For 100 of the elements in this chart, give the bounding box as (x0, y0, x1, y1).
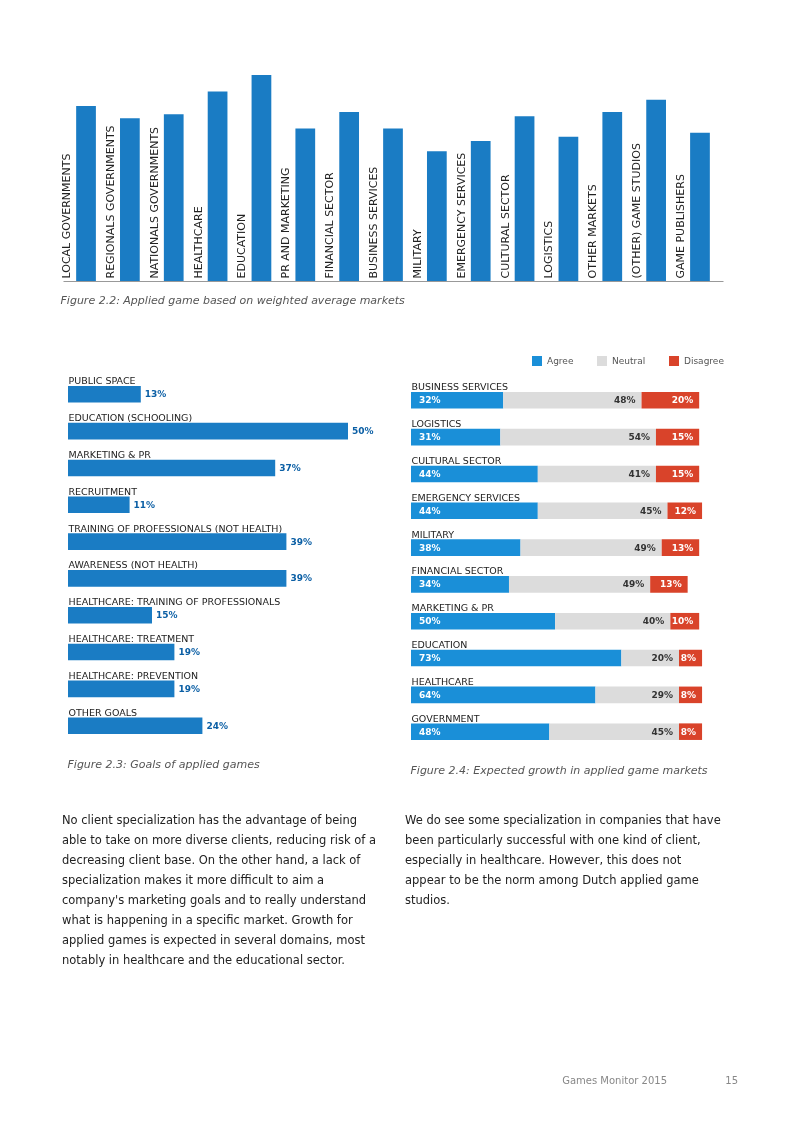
bar (251, 75, 272, 281)
data-label: 45% (651, 726, 674, 737)
bar (537, 502, 668, 520)
bar (411, 649, 622, 667)
x-tick-label: PR AND MARKETING (279, 167, 293, 279)
bar (68, 680, 175, 698)
bar (295, 128, 316, 281)
bar (68, 496, 130, 514)
bar (500, 428, 656, 446)
data-label: 8% (680, 726, 697, 737)
y-tick-label: MILITARY (411, 528, 455, 540)
data-label: 64% (419, 689, 441, 700)
text: Figure 2.4: Expected growth in applied game markets (410, 764, 708, 777)
bar (537, 465, 656, 483)
text: 15 (724, 1075, 738, 1086)
x-tick-label: LOCAL GOVERNMENTS (60, 153, 74, 279)
bar (470, 140, 491, 281)
data-label: 19% (178, 683, 200, 694)
data-label: 40% (642, 616, 665, 627)
text: Figure 2.2: Applied game based on weighted average markets (60, 294, 406, 307)
y-tick-label: BUSINESS SERVICES (411, 381, 509, 393)
bar (68, 533, 287, 550)
x-tick-label: LOGISTICS (542, 220, 556, 279)
y-tick-label: CULTURAL SECTOR (411, 454, 502, 466)
data-label: 50% (419, 616, 441, 627)
y-tick-label: HEALTHCARE: PREVENTION (68, 669, 199, 681)
data-label: 19% (178, 647, 200, 658)
data-label: 37% (279, 462, 301, 473)
data-label: 20% (671, 395, 694, 406)
y-tick-label: EDUCATION (SCHOOLING) (68, 412, 193, 424)
y-tick-label: HEALTHCARE: TRAINING OF PROFESSIONALS (68, 596, 281, 608)
legend-label: Neutral (612, 356, 646, 366)
data-label: 44% (419, 505, 441, 516)
text: We do see some specialization in companies that have been particularly successful with one kind of client, especially in healthcare. However, this does not appear to be the norm among Dutch applied game studios. (405, 812, 722, 909)
bar (411, 428, 501, 446)
bar (411, 539, 521, 556)
data-label: 8% (680, 653, 697, 664)
bar (68, 386, 141, 403)
data-label: 13% (671, 542, 694, 553)
bar (339, 112, 360, 281)
bar (690, 132, 710, 281)
data-label: 15% (156, 610, 178, 621)
data-label: 24% (206, 720, 228, 731)
y-tick-label: EMERGENCY SERVICES (411, 491, 521, 503)
x-tick-label: GAME PUBLISHERS (673, 174, 687, 279)
bar (549, 723, 680, 740)
legend-label: Disagree (684, 356, 725, 366)
bar (68, 459, 276, 477)
data-label: 32% (419, 395, 441, 406)
y-tick-label: GOVERNMENT (411, 712, 480, 724)
data-label: 39% (290, 536, 312, 547)
bar (411, 502, 538, 520)
data-label: 20% (651, 653, 674, 664)
data-label: 73% (419, 653, 441, 664)
bar (520, 539, 662, 556)
bar (76, 105, 96, 281)
bar (514, 116, 535, 281)
y-tick-label: TRAINING OF PROFESSIONALS (NOT HEALTH) (67, 522, 283, 534)
x-tick-label: REGIONALS GOVERNMENTS (103, 125, 117, 279)
data-label: 8% (680, 689, 697, 700)
bar (163, 114, 184, 281)
text: Figure 2.3: Goals of applied games (67, 758, 260, 771)
bar (555, 612, 671, 630)
data-label: 13% (660, 579, 682, 590)
bar (508, 576, 651, 593)
x-tick-label: NATIONALS GOVERNMENTS (147, 126, 161, 279)
y-tick-label: OTHER GOALS (68, 706, 138, 718)
bar (411, 612, 556, 630)
bar (411, 723, 550, 740)
y-tick-label: MARKETING & PR (411, 602, 495, 614)
y-tick-label: AWARENESS (NOT HEALTH) (68, 559, 199, 571)
data-label: 38% (419, 542, 441, 553)
bar (426, 151, 447, 281)
data-label: 11% (133, 499, 156, 510)
text: No client specialization has the advantage of being able to take on more diverse clients, reducing risk of a decreasing client base. On the other hand, a lack of specialization makes it more difficult to aim a company's marketing goals and to really understand what is happening in a specific market. Growth for applied games is expected in several domains, most notably in healthcare and the educational sector. (62, 812, 378, 969)
bar (503, 392, 642, 409)
data-label: 54% (628, 432, 650, 443)
data-label: 48% (614, 395, 636, 406)
y-tick-label: MARKETING & PR (68, 448, 152, 460)
x-tick-label: (OTHER) GAME STUDIOS (630, 143, 644, 279)
data-label: 49% (622, 579, 645, 590)
y-tick-label: HEALTHCARE (411, 675, 474, 687)
bar (68, 570, 287, 587)
bar (411, 392, 504, 409)
data-label: 41% (628, 468, 650, 479)
bar (68, 606, 152, 624)
data-label: 49% (634, 542, 656, 553)
y-tick-label: LOGISTICS (411, 418, 462, 430)
bar (646, 99, 666, 281)
data-label: 31% (419, 432, 441, 443)
bar (68, 643, 175, 661)
text: Games Monitor 2015 (561, 1075, 667, 1086)
data-label: 34% (419, 579, 441, 590)
data-label: 44% (419, 468, 441, 479)
data-label: 50% (352, 426, 374, 437)
legend-label: Agree (547, 356, 574, 366)
y-tick-label: PUBLIC SPACE (68, 375, 136, 387)
bar (68, 422, 348, 440)
bar (411, 686, 596, 704)
data-label: 48% (419, 726, 441, 737)
